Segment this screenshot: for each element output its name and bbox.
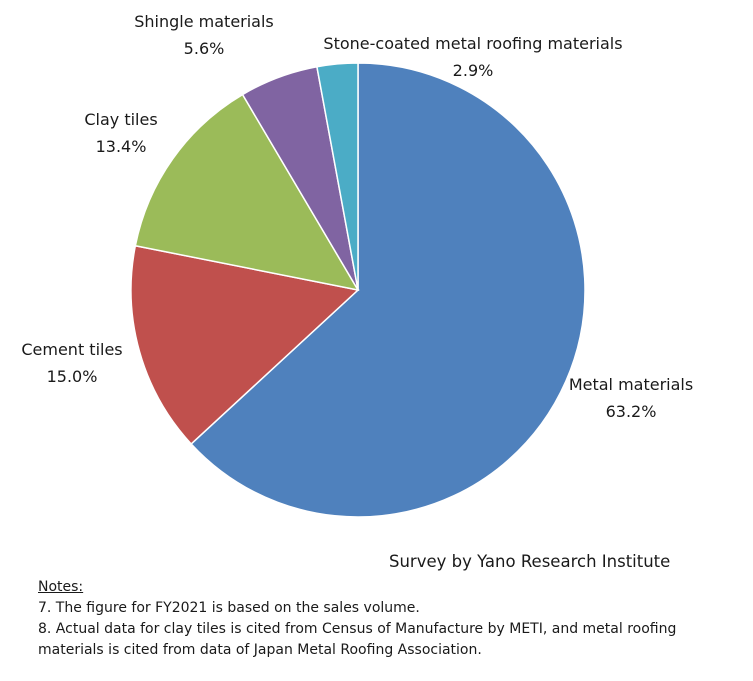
label-shingle: Shingle materials 5.6%	[134, 8, 274, 62]
note-item: 8. Actual data for clay tiles is cited f…	[38, 621, 677, 637]
slice-label: Cement tiles	[21, 340, 123, 359]
note-item: materials is cited from data of Japan Me…	[38, 642, 482, 658]
slice-value: 15.0%	[46, 367, 98, 386]
label-clay: Clay tiles 13.4%	[84, 106, 157, 160]
slice-value: 13.4%	[95, 137, 147, 156]
pie-slice-stone-coated-metal-roofing-materials	[316, 62, 359, 291]
label-stone-coated: Stone-coated metal roofing materials 2.9…	[323, 30, 622, 84]
slice-value: 2.9%	[452, 61, 494, 80]
notes: Notes: 7. The figure for FY2021 is based…	[38, 577, 676, 661]
label-metal: Metal materials 63.2%	[569, 371, 693, 425]
pie-slice-clay-tiles	[134, 93, 360, 292]
slice-label: Clay tiles	[84, 110, 158, 129]
label-cement: Cement tiles 15.0%	[21, 336, 122, 390]
slice-value: 63.2%	[605, 402, 657, 421]
notes-heading: Notes:	[38, 579, 84, 595]
pie-slice-cement-tiles	[130, 244, 360, 446]
pie-slice-metal-materials	[190, 62, 586, 518]
slice-label: Stone-coated metal roofing materials	[323, 34, 623, 53]
slice-value: 5.6%	[183, 39, 225, 58]
slice-label: Shingle materials	[134, 12, 274, 31]
note-item: 7. The figure for FY2021 is based on the…	[38, 600, 420, 616]
source-credit: Survey by Yano Research Institute	[389, 552, 671, 571]
slice-label: Metal materials	[568, 375, 694, 394]
